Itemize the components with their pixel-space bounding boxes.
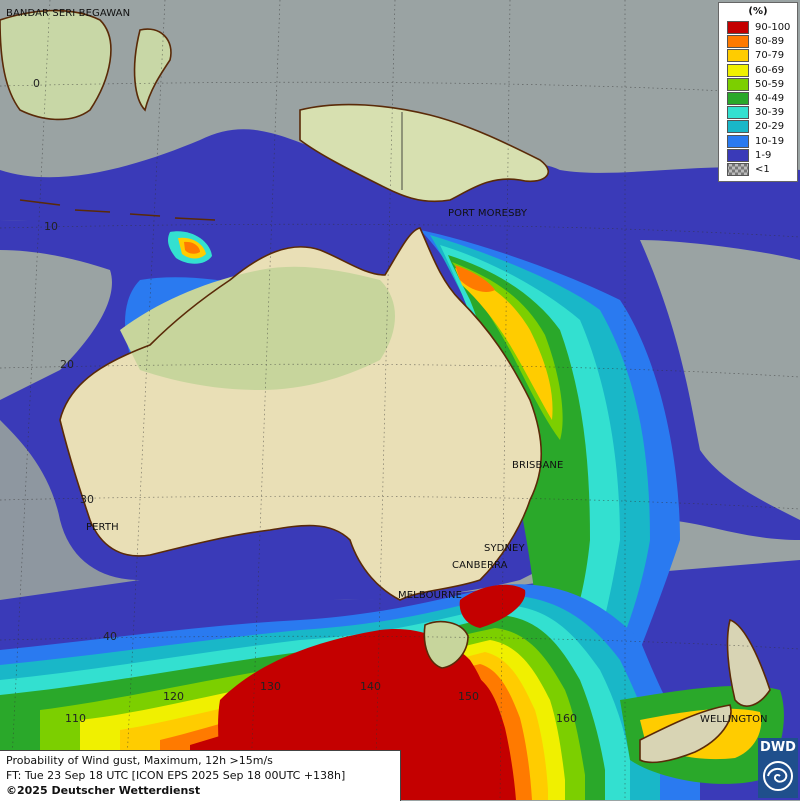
- lat-label-0: 0: [33, 77, 40, 90]
- lat-label-10: 10: [44, 220, 58, 233]
- legend-swatch: [727, 21, 749, 34]
- city-label-wellington: WELLINGTON: [700, 714, 768, 725]
- legend-unit: (%): [748, 6, 768, 17]
- legend-row: 40-49: [727, 92, 784, 105]
- legend-row: 80-89: [727, 35, 785, 49]
- legend-swatch: [727, 35, 749, 49]
- city-label-port-moresby: PORT MORESBY: [448, 208, 528, 219]
- australia-land-north-tropics: [120, 266, 395, 390]
- city-label-canberra: CANBERRA: [452, 560, 508, 571]
- band-50-59-east: [452, 262, 563, 440]
- legend-row: 70-79: [727, 49, 785, 63]
- band-90-100-bass: [459, 584, 526, 628]
- legend-label: 20-29: [755, 121, 785, 133]
- new-guinea-coast: [299, 103, 549, 203]
- new-zealand-south: [640, 705, 731, 763]
- lat-label-40: 40: [103, 630, 117, 643]
- legend-label: 90-100: [755, 22, 791, 33]
- legend-label: 30-39: [755, 107, 785, 119]
- legend-swatch: [727, 148, 749, 162]
- legend-label: 60-69: [755, 64, 785, 76]
- city-label-bandar-seri-begawan: BANDAR SERI BEGAWAN: [6, 8, 131, 19]
- lon-label-110: 110: [65, 712, 86, 725]
- city-label-brisbane: BRISBANE: [512, 460, 564, 471]
- legend-label: 70-79: [755, 50, 785, 62]
- legend-swatch: [727, 120, 749, 134]
- landmasses: [0, 10, 770, 763]
- lon-label-160: 160: [556, 712, 577, 725]
- new-guinea: [300, 104, 549, 202]
- tasmania: [424, 621, 468, 668]
- legend-swatch: [727, 134, 749, 148]
- legend-label: 10-19: [755, 135, 785, 147]
- band-80-89-timor: [184, 241, 200, 254]
- legend-swatch: [727, 77, 749, 91]
- legend-label: 50-59: [755, 78, 785, 90]
- new-zealand-north: [727, 620, 770, 707]
- tasmania-coast: [423, 620, 469, 669]
- city-label-perth: PERTH: [86, 522, 119, 533]
- legend-swatch: [727, 92, 749, 105]
- legend: (%) 90-100 80-89 70-79 60-69 50-59 40-49 30-39…: [718, 2, 798, 182]
- info-box: Probability of Wind gust, Maximum, 12h >…: [0, 750, 401, 801]
- legend-label: 1-9: [755, 149, 772, 161]
- borneo-coast: [0, 9, 112, 121]
- sulawesi-coast: [133, 28, 172, 112]
- city-label-melbourne: MELBOURNE: [398, 590, 463, 601]
- product-description: Probability of Wind gust, Maximum, 12h >…: [6, 754, 273, 767]
- band-lt1-gap-west: [0, 250, 112, 400]
- lon-label-150: 150: [458, 690, 479, 703]
- legend-label: <1: [755, 164, 770, 175]
- legend-label: 80-89: [755, 36, 785, 48]
- legend-row: 10-19: [727, 134, 785, 148]
- legend-row: 90-100: [727, 21, 790, 34]
- band-lt1-gap-indian: [0, 420, 140, 600]
- dwd-swirl-icon: [763, 761, 793, 791]
- legend-swatch: [727, 106, 749, 120]
- australia-coast: [59, 227, 542, 601]
- legend-row: 50-59: [727, 77, 785, 91]
- legend-swatch: [727, 63, 749, 77]
- legend-row: 20-29: [727, 120, 785, 134]
- band-80-89-east: [455, 265, 495, 292]
- legend-swatch: [727, 163, 749, 176]
- legend-label: 40-49: [755, 93, 785, 104]
- lon-label-120: 120: [163, 690, 184, 703]
- legend-row: 1-9: [727, 148, 772, 162]
- forecast-time: FT: Tue 23 Sep 18 UTC [ICON EPS 2025 Sep…: [6, 769, 346, 782]
- dwd-logo: DWD: [758, 738, 798, 798]
- legend-row: 60-69: [727, 63, 785, 77]
- lat-label-30: 30: [80, 493, 94, 506]
- dwd-logo-text: DWD: [760, 740, 796, 755]
- borneo: [0, 10, 111, 120]
- band-lt1-gap-coral: [640, 240, 800, 520]
- nz-north-coast: [726, 618, 771, 707]
- legend-row: 30-39: [727, 106, 785, 120]
- nz-south-coast: [639, 704, 732, 764]
- legend-swatch: [727, 49, 749, 63]
- lat-label-20: 20: [60, 358, 74, 371]
- lon-label-130: 130: [260, 680, 281, 693]
- city-label-sydney: SYDNEY: [484, 543, 525, 554]
- sulawesi: [134, 29, 171, 110]
- legend-row: <1: [727, 163, 770, 176]
- lon-label-140: 140: [360, 680, 381, 693]
- copyright: ©2025 Deutscher Wetterdienst: [6, 784, 201, 797]
